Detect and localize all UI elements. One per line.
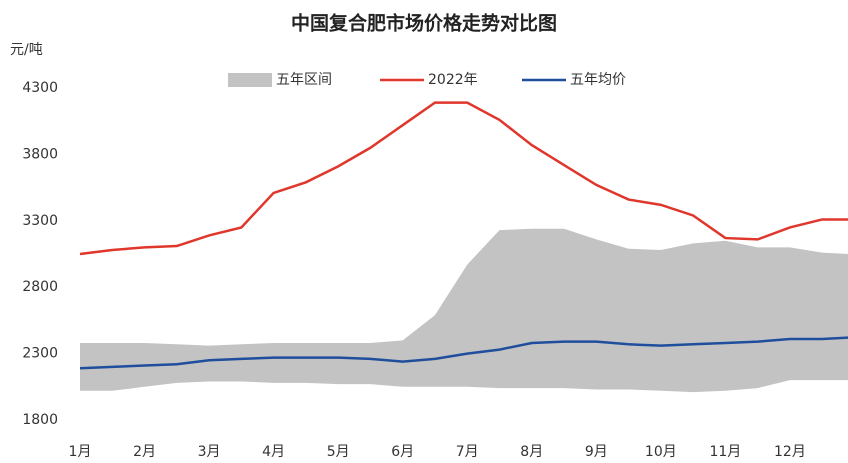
x-tick-label: 7月 xyxy=(456,444,479,460)
range-band xyxy=(80,228,848,393)
x-tick-label: 10月 xyxy=(645,444,677,460)
x-tick-label: 9月 xyxy=(585,444,608,460)
series-line xyxy=(79,336,848,370)
y-axis-label: 元/吨 xyxy=(10,42,43,58)
x-tick-label: 5月 xyxy=(327,444,350,460)
x-tick-label: 8月 xyxy=(520,444,543,460)
chart-title: 中国复合肥市场价格走势对比图 xyxy=(291,12,557,35)
x-tick-label: 12月 xyxy=(774,444,806,460)
x-tick-label: 6月 xyxy=(391,444,414,460)
x-tick-label: 11月 xyxy=(709,444,741,460)
y-tick-label: 2800 xyxy=(22,279,58,295)
y-tick-label: 2300 xyxy=(22,346,58,362)
x-tick-label: 4月 xyxy=(262,444,285,460)
legend-label: 五年区间 xyxy=(276,72,332,88)
legend-label: 五年均价 xyxy=(570,72,626,88)
legend-swatch xyxy=(228,73,272,87)
x-tick-label: 2月 xyxy=(133,444,156,460)
legend-label: 2022年 xyxy=(428,72,478,88)
series-line xyxy=(79,101,848,256)
x-tick-label: 3月 xyxy=(198,444,221,460)
y-tick-label: 3800 xyxy=(22,146,58,162)
y-tick-label: 3300 xyxy=(22,213,58,229)
y-tick-label: 1800 xyxy=(22,412,58,428)
x-tick-label: 1月 xyxy=(69,444,92,460)
y-tick-label: 4300 xyxy=(22,80,58,96)
